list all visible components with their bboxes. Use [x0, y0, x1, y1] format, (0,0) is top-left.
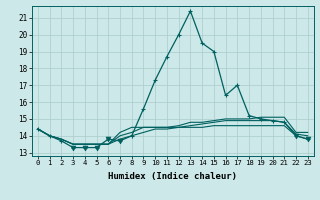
X-axis label: Humidex (Indice chaleur): Humidex (Indice chaleur) [108, 172, 237, 181]
